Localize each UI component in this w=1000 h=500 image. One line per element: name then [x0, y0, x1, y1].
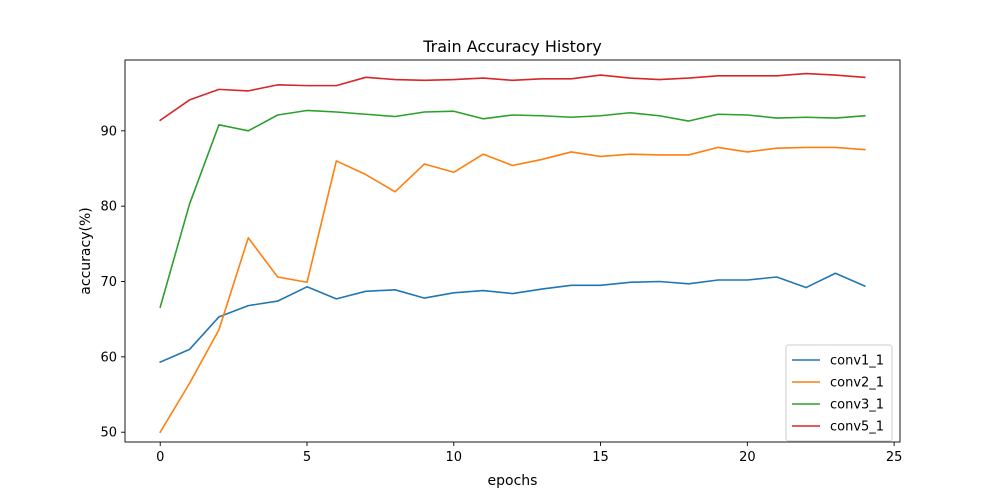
x-tick-label: 20 [739, 450, 756, 465]
y-tick-label: 60 [100, 350, 117, 365]
x-tick-label: 0 [156, 450, 164, 465]
y-tick-label: 70 [100, 275, 117, 290]
y-tick-label: 80 [100, 200, 117, 215]
x-tick-label: 5 [303, 450, 311, 465]
plot-area: 0 5 10 15 20 25 50 60 70 80 90 [100, 59, 903, 465]
x-axis-label: epochs [488, 473, 538, 489]
series-line-conv5_1 [159, 72, 866, 122]
series-line-conv2_1 [159, 146, 866, 434]
legend-entry-conv5_1: conv5_1 [830, 420, 884, 435]
y-tick-label: 50 [100, 426, 117, 441]
series-line-conv3_1 [159, 109, 866, 309]
x-tick-label: 25 [886, 450, 903, 465]
legend-box [785, 344, 893, 442]
x-tick-label: 10 [446, 450, 463, 465]
x-tick-label: 15 [592, 450, 609, 465]
legend-entry-conv3_1: conv3_1 [830, 398, 884, 413]
y-axis-label: accuracy(%) [78, 207, 94, 294]
chart-title: Train Accuracy History [422, 37, 602, 56]
series-line-conv1_1 [159, 272, 866, 364]
legend: conv1_1 conv2_1 conv3_1 conv5_1 [785, 344, 893, 442]
y-tick-label: 90 [100, 124, 117, 139]
axes-frame [124, 59, 901, 443]
legend-entry-conv2_1: conv2_1 [830, 376, 884, 391]
legend-entry-conv1_1: conv1_1 [830, 354, 884, 369]
